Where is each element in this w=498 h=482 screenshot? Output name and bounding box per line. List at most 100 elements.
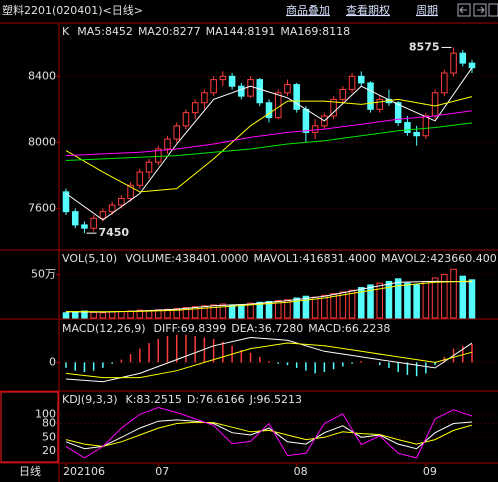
candle-body — [118, 197, 125, 206]
candle-body — [247, 79, 254, 97]
volume-bar — [99, 312, 107, 319]
prev-icon — [459, 6, 467, 14]
annotation: 8575 — [409, 40, 440, 53]
candle-body — [136, 171, 144, 186]
y-tick-label: 8000 — [28, 135, 56, 148]
selected-panel — [0, 391, 59, 463]
volume-bar — [284, 299, 291, 319]
y-tick-label: 0 — [49, 355, 56, 368]
candle-body — [219, 75, 227, 81]
volume-bar — [274, 300, 282, 319]
candle-body — [81, 224, 88, 229]
candle-body — [413, 131, 420, 137]
candle-body — [201, 92, 208, 104]
candle-body — [182, 112, 190, 127]
y-tick-label: 50万 — [31, 267, 56, 280]
indicator-line — [65, 67, 473, 221]
x-tick-label: 202106 — [63, 465, 105, 478]
volume-bar — [173, 307, 180, 319]
legend-entry: VOLUME:438401.0000 — [125, 252, 248, 265]
volume-bar — [136, 309, 144, 319]
volume-bar — [108, 311, 116, 319]
annotation: 7450 — [98, 226, 129, 239]
volume-bar — [118, 310, 125, 319]
indicator-line — [65, 96, 473, 193]
candle-body — [450, 52, 457, 74]
candle-body — [228, 75, 236, 87]
panel-label: KDJ(9,3,3) — [62, 393, 118, 406]
candle-body — [431, 92, 439, 117]
legend-entry: MAVOL1:416831.4000 — [253, 252, 376, 265]
candle-body — [330, 98, 337, 117]
candle-body — [265, 102, 273, 119]
expand-button[interactable] — [488, 3, 498, 17]
candle-body — [155, 148, 162, 163]
volume-bar — [348, 289, 356, 319]
volume-bar — [422, 280, 430, 319]
indicator-line — [65, 406, 473, 459]
candle-body — [404, 122, 411, 133]
volume-bar — [321, 294, 328, 319]
candle-body — [339, 89, 347, 100]
indicator-line — [65, 280, 473, 313]
menu-item[interactable]: 查看期权 — [346, 3, 390, 17]
legend-entry: J:96.5213 — [249, 393, 302, 406]
panel-label: MACD(12,26,9) — [62, 322, 146, 335]
candle-body — [468, 62, 476, 69]
candle-body — [173, 125, 180, 140]
prev-button[interactable] — [457, 3, 471, 17]
legend-entry: DIFF:69.8399 — [154, 322, 227, 335]
x-axis-label: 日线 — [19, 464, 41, 478]
candle-body — [459, 52, 467, 64]
volume-bar — [413, 284, 420, 319]
next-button[interactable] — [473, 3, 487, 17]
volume-bar — [293, 297, 300, 319]
panel-label: K — [62, 25, 70, 38]
volume-bar — [358, 287, 365, 319]
toolbar — [0, 0, 498, 22]
y-tick-label: 7600 — [28, 201, 56, 214]
candle-body — [348, 75, 356, 91]
candle-body — [302, 108, 310, 133]
candle-body — [90, 217, 97, 229]
candle-body — [71, 211, 79, 226]
volume-bar — [385, 280, 393, 319]
candle-body — [99, 211, 107, 219]
candle-body — [164, 138, 171, 150]
volume-bar — [450, 268, 457, 319]
volume-bar — [247, 302, 254, 319]
y-tick-label: 100 — [35, 407, 56, 420]
indicator-line — [65, 122, 473, 161]
candle-body — [108, 204, 116, 213]
volume-bar — [228, 304, 236, 319]
indicator-line — [65, 421, 473, 447]
volume-bar — [145, 310, 153, 319]
legend-entry: MA20:8277 — [138, 25, 201, 38]
volume-bar — [238, 305, 245, 319]
candle-body — [358, 75, 365, 84]
volume-bar — [191, 306, 199, 319]
candle-body — [367, 82, 374, 110]
volume-bar — [90, 311, 97, 319]
candle-body — [238, 85, 245, 97]
legend-entry: MAVOL2:423660.400 — [381, 252, 497, 265]
candle-body — [293, 84, 300, 110]
volume-bar — [459, 275, 467, 319]
indicator-line — [65, 110, 473, 157]
candle-body — [127, 184, 134, 199]
volume-bar — [339, 291, 347, 319]
candle-body — [256, 79, 264, 104]
volume-bar — [256, 301, 264, 319]
volume-bar — [468, 279, 476, 319]
legend-entry: K:83.2515 — [126, 393, 182, 406]
y-tick-label: 80 — [42, 417, 56, 430]
volume-bar — [394, 278, 402, 319]
menu-item[interactable]: 周期 — [416, 4, 438, 17]
candle-body — [376, 98, 383, 110]
menu-item[interactable]: 商品叠加 — [286, 3, 330, 17]
volume-bar — [367, 284, 374, 319]
legend-entry: MA169:8118 — [280, 25, 350, 38]
x-tick-label: 09 — [423, 465, 437, 478]
y-tick-label: 20 — [42, 444, 56, 457]
